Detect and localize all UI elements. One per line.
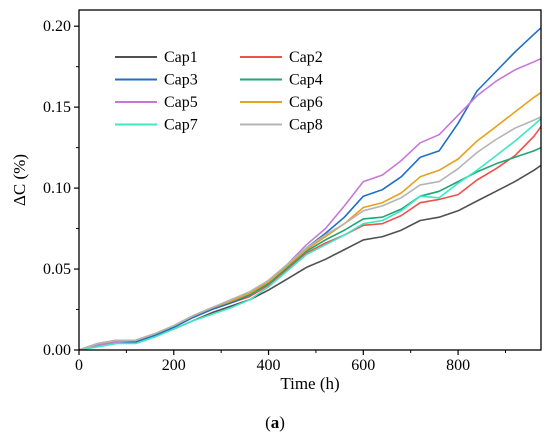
x-tick-label: 200 — [162, 357, 186, 374]
axis-ticks: 0 200 400 600 800 0.00 0.05 0.10 0.15 0.20 — [43, 18, 506, 374]
legend-label-cap8: Cap8 — [289, 117, 323, 134]
x-tick-label: 400 — [257, 357, 281, 374]
figure-caption: (a) — [265, 413, 285, 432]
legend-label-cap7: Cap7 — [164, 117, 198, 134]
y-tick-label: 0.20 — [43, 18, 71, 35]
x-tick-label: 800 — [446, 357, 470, 374]
series-line-cap1 — [78, 164, 542, 351]
y-tick-label: 0.00 — [43, 342, 71, 359]
legend: Cap1 Cap2 Cap3 Cap4 Cap5 Cap6 Cap7 Cap8 — [115, 49, 323, 134]
caption-close: ) — [279, 413, 285, 432]
x-axis-title: Time (h) — [280, 374, 339, 393]
series-line-cap4 — [78, 146, 542, 351]
x-tick-label: 600 — [351, 357, 375, 374]
series-line-cap2 — [78, 126, 542, 351]
legend-label-cap3: Cap3 — [164, 72, 198, 89]
series-line-cap8 — [78, 116, 542, 351]
x-tick-label: 0 — [75, 357, 83, 374]
legend-label-cap5: Cap5 — [164, 94, 198, 111]
series-line-cap7 — [78, 117, 542, 351]
y-tick-label: 0.10 — [43, 180, 71, 197]
caption-open: ( — [265, 413, 271, 432]
y-axis-title: ΔC (%) — [10, 154, 29, 206]
plot-frame — [78, 9, 542, 351]
y-tick-label: 0.15 — [43, 99, 71, 116]
legend-label-cap6: Cap6 — [289, 94, 323, 111]
caption-letter: a — [271, 413, 280, 432]
legend-label-cap1: Cap1 — [164, 49, 198, 66]
series-layer — [78, 27, 542, 351]
y-tick-label: 0.05 — [43, 261, 71, 278]
legend-label-cap4: Cap4 — [289, 72, 323, 89]
legend-label-cap2: Cap2 — [289, 49, 323, 66]
